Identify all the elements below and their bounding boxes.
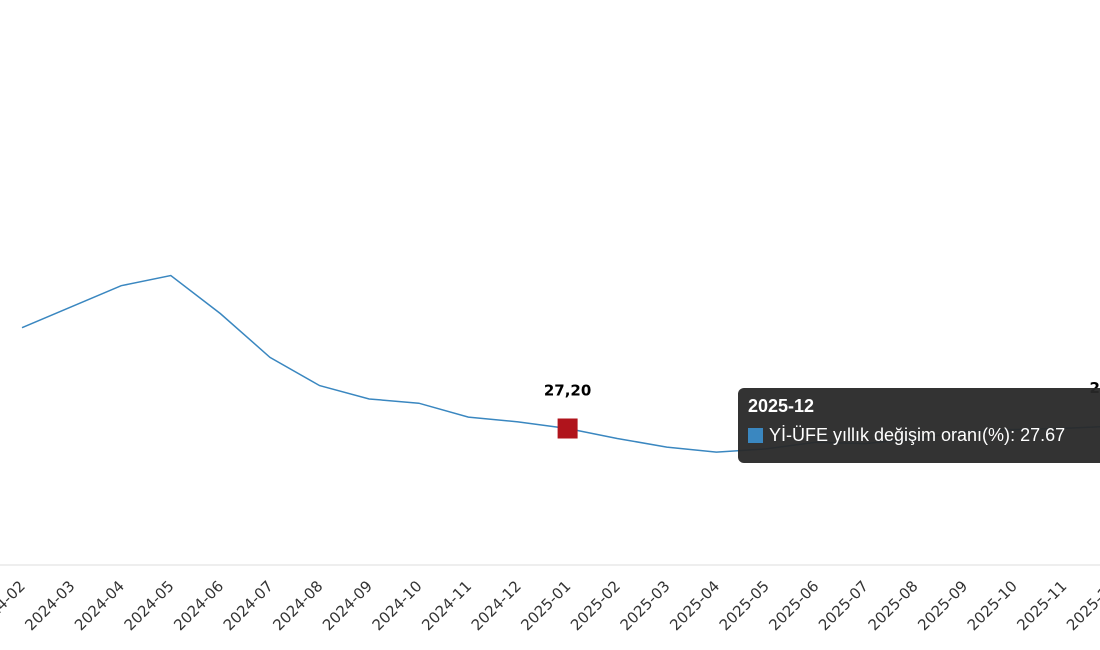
x-tick-label: 2024-07 bbox=[220, 577, 277, 634]
x-tick-label: 2025-02 bbox=[567, 577, 624, 634]
x-tick-label: 2024-09 bbox=[319, 577, 376, 634]
x-tick-label: 2024-04 bbox=[71, 577, 128, 634]
x-tick-label: 2025-09 bbox=[914, 577, 971, 634]
x-tick-label: 2025-11 bbox=[1013, 577, 1070, 634]
tooltip-row: Yİ-ÜFE yıllık değişim oranı(%) 27.67 bbox=[748, 425, 1100, 446]
x-tick-label: 2025-08 bbox=[865, 577, 922, 634]
x-tick-label: 2025-10 bbox=[964, 577, 1021, 634]
x-tick-label: 2024-10 bbox=[369, 577, 426, 634]
x-tick-label: 2025-12 bbox=[1063, 577, 1100, 634]
x-tick-label: 2025-04 bbox=[666, 577, 723, 634]
x-tick-label: 2024-05 bbox=[121, 577, 178, 634]
x-tick-label: 2024-08 bbox=[269, 577, 326, 634]
tooltip-value: 27.67 bbox=[1020, 425, 1066, 445]
x-tick-label: 2024-11 bbox=[418, 577, 475, 634]
tooltip-title: 2025-12 bbox=[748, 396, 815, 416]
tooltip: 2025-12 Yİ-ÜFE yıllık değişim oranı(%) 2… bbox=[738, 388, 1100, 463]
x-tick-label: 2025-01 bbox=[517, 577, 574, 634]
x-tick-label: 2024-06 bbox=[170, 577, 227, 634]
tooltip-series: Yİ-ÜFE yıllık değişim oranı(%) bbox=[769, 425, 1020, 446]
tooltip-swatch bbox=[748, 428, 763, 443]
x-tick-label: 2024-03 bbox=[21, 577, 78, 634]
x-tick-label: 2025-07 bbox=[815, 577, 872, 634]
x-tick-label: 2024-12 bbox=[468, 577, 525, 634]
x-tick-label: 2025-06 bbox=[765, 577, 822, 634]
highlight-marker bbox=[557, 418, 578, 439]
x-tick-label: 2025-05 bbox=[716, 577, 773, 634]
data-label: 27,20 bbox=[544, 382, 591, 400]
x-tick-label: 2025-03 bbox=[617, 577, 674, 634]
